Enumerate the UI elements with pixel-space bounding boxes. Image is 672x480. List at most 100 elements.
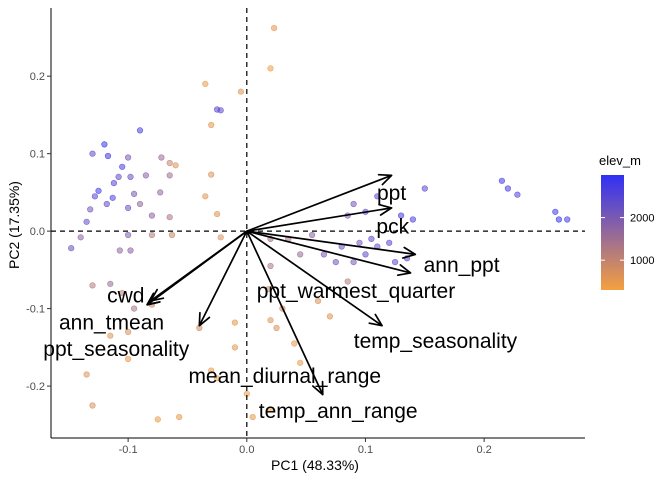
data-point-49 bbox=[125, 328, 132, 336]
data-point-31 bbox=[148, 212, 155, 219]
arrow-label-pck: pck bbox=[376, 215, 409, 238]
data-point-98 bbox=[564, 216, 571, 223]
data-point-19 bbox=[166, 172, 173, 179]
legend-tick-label: 1000 bbox=[630, 255, 654, 267]
arrow-label-ppt-seasonality: ppt_seasonality bbox=[43, 338, 189, 361]
data-point-60 bbox=[214, 375, 221, 382]
data-point-50 bbox=[107, 332, 114, 339]
data-point-37 bbox=[125, 231, 132, 239]
data-point-7 bbox=[136, 127, 144, 134]
data-point-29 bbox=[136, 200, 144, 208]
data-point-35 bbox=[83, 218, 90, 225]
data-point-16 bbox=[115, 173, 122, 180]
loading-arrow-mean-diurnal-range bbox=[198, 230, 248, 327]
data-point-10 bbox=[89, 150, 96, 157]
data-point-95 bbox=[514, 191, 521, 198]
points-layer bbox=[68, 25, 571, 423]
loading-arrow-pck bbox=[246, 203, 393, 232]
x-tick-label: -0.1 bbox=[119, 444, 138, 456]
data-point-0 bbox=[271, 25, 278, 32]
data-point-65 bbox=[273, 324, 280, 332]
data-point-57 bbox=[208, 367, 215, 374]
arrow-label-mean-diurnal-range: mean_diurnal_range bbox=[188, 365, 381, 388]
data-point-44 bbox=[89, 282, 96, 289]
data-point-41 bbox=[68, 245, 75, 252]
data-point-83 bbox=[386, 239, 393, 246]
loading-arrows bbox=[146, 173, 417, 396]
data-point-96 bbox=[552, 208, 559, 215]
loading-arrow-ann-ppt bbox=[246, 230, 417, 259]
data-point-101 bbox=[344, 278, 351, 285]
data-point-27 bbox=[103, 200, 110, 208]
data-point-73 bbox=[297, 251, 304, 258]
data-point-21 bbox=[110, 180, 117, 187]
x-axis-title: PC1 (48.33%) bbox=[271, 457, 359, 473]
data-point-100 bbox=[326, 313, 334, 320]
data-point-12 bbox=[158, 154, 165, 161]
data-point-36 bbox=[77, 234, 84, 241]
data-point-63 bbox=[267, 406, 274, 413]
data-point-26 bbox=[91, 193, 98, 200]
reference-lines bbox=[51, 8, 585, 438]
data-point-11 bbox=[125, 154, 132, 161]
data-point-79 bbox=[356, 239, 363, 246]
data-point-9 bbox=[104, 152, 112, 160]
data-point-17 bbox=[127, 173, 134, 180]
loading-arrow-temp-ann-range bbox=[246, 230, 324, 396]
data-point-78 bbox=[350, 259, 357, 266]
y-tick-label: 0.0 bbox=[30, 226, 45, 238]
arrow-label-temp-seasonality: temp_seasonality bbox=[354, 330, 518, 353]
data-point-8 bbox=[101, 141, 108, 148]
data-point-58 bbox=[231, 319, 238, 326]
data-point-97 bbox=[555, 216, 563, 223]
arrow-label-ann-ppt: ann_ppt bbox=[424, 254, 500, 277]
y-axis-title: PC2 (17.35%) bbox=[6, 181, 22, 269]
data-point-32 bbox=[166, 214, 173, 221]
arrow-label-ann-tmean: ann_tmean bbox=[59, 312, 164, 335]
data-point-69 bbox=[265, 286, 272, 293]
loading-arrow-ppt-seasonality bbox=[146, 230, 248, 306]
loading-arrow-ppt bbox=[246, 173, 393, 232]
loading-labels: ppt pck ann_ppt ppt_warmest_quarter temp_sea… bbox=[43, 182, 517, 423]
arrow-label-cwd: cwd bbox=[107, 284, 144, 307]
data-point-87 bbox=[350, 200, 357, 208]
data-point-13 bbox=[166, 159, 173, 167]
data-point-54 bbox=[154, 416, 161, 423]
data-point-14 bbox=[172, 162, 179, 169]
data-point-92 bbox=[421, 185, 428, 192]
data-point-75 bbox=[320, 251, 328, 258]
y-tick-label: -0.2 bbox=[26, 381, 45, 393]
axes: -0.1 0.0 0.1 0.2 -0.2 -0.1 0.0 0.1 0.2 bbox=[26, 8, 585, 456]
data-point-67 bbox=[297, 359, 304, 366]
data-point-99 bbox=[314, 297, 322, 305]
y-tick-label: 0.2 bbox=[30, 71, 45, 83]
data-point-93 bbox=[498, 177, 506, 184]
data-point-38 bbox=[148, 231, 155, 239]
data-point-30 bbox=[202, 193, 209, 200]
data-point-90 bbox=[398, 212, 405, 219]
data-point-6 bbox=[208, 121, 215, 129]
data-point-5 bbox=[237, 88, 244, 95]
data-point-24 bbox=[157, 189, 164, 196]
arrow-label-ppt-warmest-quarter: ppt_warmest_quarter bbox=[257, 280, 455, 303]
data-point-28 bbox=[125, 204, 132, 211]
data-point-40 bbox=[217, 234, 224, 241]
legend-tick-label: 2000 bbox=[630, 213, 654, 225]
data-point-42 bbox=[116, 247, 123, 254]
legend-title: elev_m bbox=[599, 153, 641, 168]
data-point-4 bbox=[217, 107, 224, 114]
data-point-80 bbox=[362, 251, 369, 258]
legend-colorbar bbox=[601, 175, 624, 290]
data-point-71 bbox=[267, 262, 274, 270]
x-tick-label: 0.1 bbox=[358, 444, 373, 456]
data-point-74 bbox=[309, 231, 316, 239]
data-point-33 bbox=[214, 211, 221, 218]
data-point-18 bbox=[142, 172, 149, 179]
axis-titles: PC1 (48.33%) PC2 (17.35%) bbox=[6, 181, 359, 473]
data-point-53 bbox=[89, 402, 96, 409]
data-point-64 bbox=[267, 317, 274, 324]
data-point-76 bbox=[332, 259, 339, 266]
data-point-62 bbox=[249, 414, 256, 421]
loading-arrow-ppt-warmest-quarter bbox=[246, 230, 412, 277]
data-point-51 bbox=[125, 355, 132, 363]
